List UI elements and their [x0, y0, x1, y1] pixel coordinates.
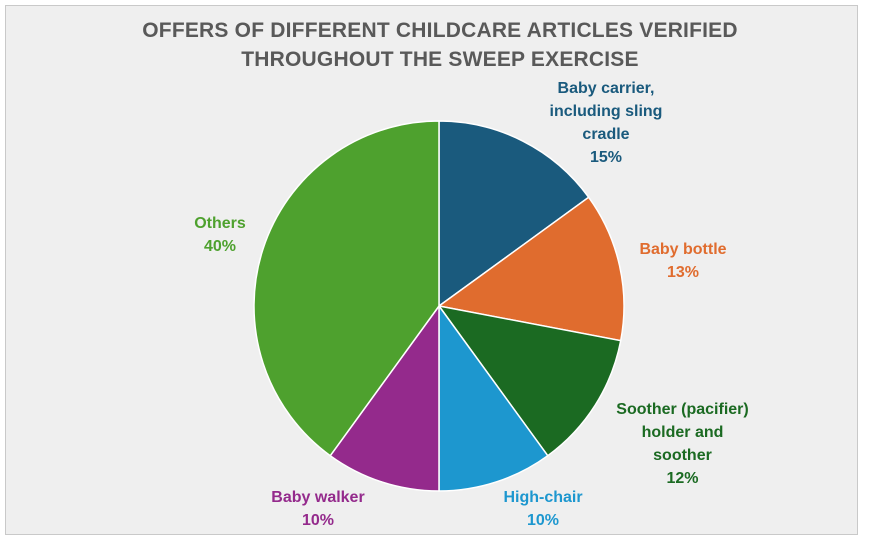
slice-label-baby-walker: Baby walker 10%	[258, 486, 378, 532]
slice-label-baby-carrier-line-2: including sling	[549, 103, 663, 120]
pie-slice-others	[253, 120, 440, 457]
pie-slice-high-chair	[438, 303, 549, 492]
slice-label-high-chair-line-1: High-chair	[503, 489, 583, 506]
pie-slice-baby-walker	[329, 303, 440, 492]
pie-slice-baby-carrier	[438, 120, 590, 308]
slice-label-others-line-1: Others	[194, 215, 246, 232]
slice-label-soother-line-2: holder and	[641, 424, 724, 441]
slice-value-baby-walker: 10%	[301, 512, 335, 529]
chart-title: OFFERS OF DIFFERENT CHILDCARE ARTICLES V…	[0, 16, 880, 74]
slice-label-baby-carrier-line-1: Baby carrier,	[557, 80, 655, 97]
slice-label-baby-carrier-line-3: cradle	[582, 126, 630, 143]
slice-value-high-chair: 10%	[526, 512, 560, 529]
slice-value-baby-carrier: 15%	[589, 149, 623, 166]
slice-value-others: 40%	[203, 238, 237, 255]
slice-label-high-chair: High-chair 10%	[488, 486, 598, 532]
slice-label-baby-carrier: Baby carrier, including sling cradle 15%	[536, 77, 676, 169]
slice-label-baby-bottle: Baby bottle 13%	[628, 238, 738, 284]
slice-label-others: Others 40%	[180, 212, 260, 258]
pie-slice-baby-bottle	[437, 196, 625, 342]
slice-label-soother: Soother (pacifier) holder and soother 12…	[600, 398, 765, 490]
pie-slices	[253, 120, 625, 492]
slice-label-soother-line-3: soother	[653, 447, 712, 464]
chart-title-line-1: OFFERS OF DIFFERENT CHILDCARE ARTICLES V…	[142, 19, 738, 42]
slice-label-baby-walker-line-1: Baby walker	[271, 489, 365, 506]
slice-label-soother-line-1: Soother (pacifier)	[616, 401, 749, 418]
slice-value-soother: 12%	[666, 470, 699, 487]
slice-value-baby-bottle: 13%	[666, 264, 700, 281]
slice-label-baby-bottle-line-1: Baby bottle	[639, 241, 727, 258]
chart-title-line-2: THROUGHOUT THE SWEEP EXERCISE	[241, 48, 639, 71]
pie-slice-soother	[437, 304, 622, 457]
